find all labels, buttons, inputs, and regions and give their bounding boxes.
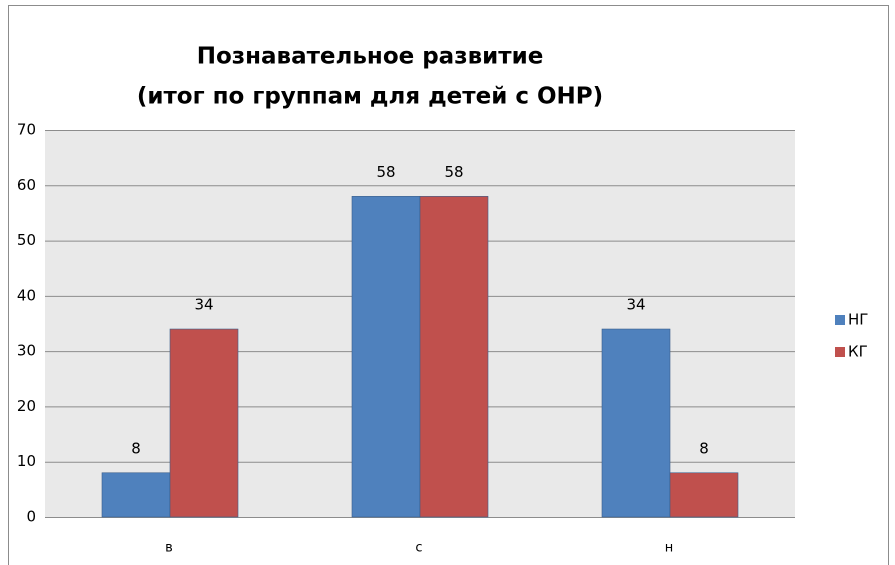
legend-label: КГ bbox=[848, 343, 868, 361]
data-label: 34 bbox=[194, 296, 213, 314]
legend-swatch bbox=[835, 315, 845, 325]
x-tick-label: с bbox=[415, 541, 422, 556]
data-label: 58 bbox=[376, 163, 395, 181]
y-tick-label: 50 bbox=[17, 231, 36, 249]
y-tick-label: 40 bbox=[17, 286, 36, 304]
bar bbox=[601, 328, 671, 518]
x-tick-label: в bbox=[165, 541, 173, 556]
y-tick-label: 0 bbox=[26, 508, 36, 526]
data-label: 58 bbox=[444, 163, 463, 181]
y-tick-label: 20 bbox=[17, 397, 36, 415]
chart-title: Познавательное развитие bbox=[197, 44, 544, 70]
legend-swatch bbox=[835, 347, 845, 357]
bar bbox=[169, 328, 239, 518]
data-label: 34 bbox=[626, 296, 645, 314]
bar bbox=[351, 196, 421, 518]
data-label: 8 bbox=[699, 439, 709, 457]
y-tick-label: 10 bbox=[17, 452, 36, 470]
chart-title: (итог по группам для детей с ОНР) bbox=[137, 84, 603, 110]
legend-label: НГ bbox=[848, 311, 868, 329]
data-label: 8 bbox=[131, 439, 141, 457]
y-tick-label: 30 bbox=[17, 342, 36, 360]
bar bbox=[101, 472, 171, 518]
y-tick-label: 60 bbox=[17, 176, 36, 194]
y-tick-label: 70 bbox=[17, 121, 36, 139]
bar bbox=[669, 472, 739, 518]
x-tick-label: н bbox=[665, 541, 674, 556]
bar bbox=[419, 196, 489, 518]
